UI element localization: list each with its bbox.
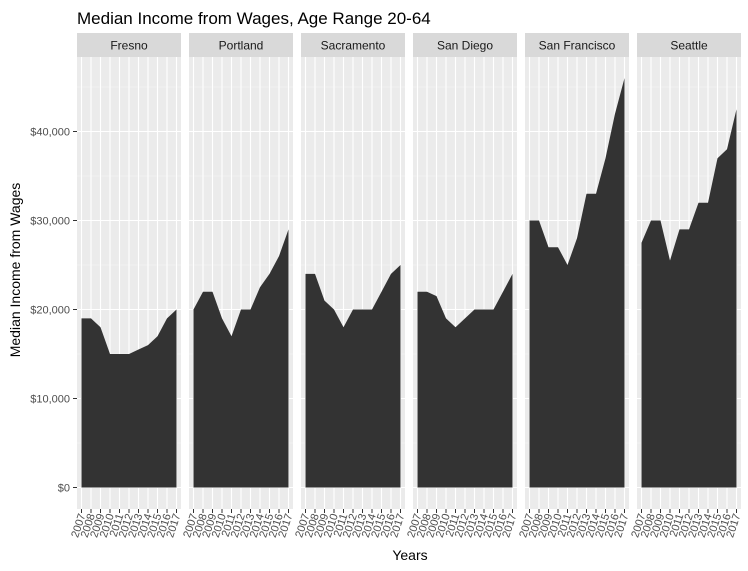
facet-panel: San Francisco200720082009201020112012201…	[517, 33, 631, 539]
facet-strip	[301, 33, 405, 57]
facet-strip-label: Portland	[219, 39, 264, 53]
facet-panel: San Diego2007200820092010201120122013201…	[405, 33, 519, 539]
y-tick-label: $0	[58, 483, 70, 495]
y-tick-label: $40,000	[30, 127, 70, 139]
area-series	[193, 229, 289, 488]
facet-strip	[189, 33, 293, 57]
facet-strip-label: Seattle	[670, 39, 708, 53]
y-axis: $0 $10,000 $20,000 $30,000 $40,000	[30, 127, 77, 495]
facet-strip	[637, 33, 741, 57]
facet-strip	[77, 33, 181, 57]
facet-strip-label: San Diego	[437, 39, 493, 53]
facet-panels: Fresno2007200820092010201120122013201420…	[69, 33, 743, 539]
y-axis-title: Median Income from Wages	[7, 183, 23, 358]
facet-strip	[525, 33, 629, 57]
facet-strip-label: Fresno	[110, 39, 148, 53]
area-series	[641, 109, 737, 488]
area-series	[529, 78, 625, 488]
facet-panel: Seattle200720082009201020112012201320142…	[629, 33, 743, 539]
x-axis-title: Years	[392, 547, 427, 563]
facet-panel: Sacramento200720082009201020112012201320…	[293, 33, 407, 539]
facet-strip	[413, 33, 517, 57]
y-tick-label: $10,000	[30, 394, 70, 406]
area-series	[305, 265, 401, 488]
y-tick-label: $30,000	[30, 216, 70, 228]
facet-strip-label: San Francisco	[539, 39, 616, 53]
area-series	[417, 273, 513, 488]
chart-title: Median Income from Wages, Age Range 20-6…	[77, 9, 431, 28]
y-tick-label: $20,000	[30, 305, 70, 317]
area-series	[81, 309, 177, 488]
facet-panel: Fresno2007200820092010201120122013201420…	[69, 33, 183, 539]
facet-panel: Portland20072008200920102011201220132014…	[181, 33, 295, 539]
facet-strip-label: Sacramento	[321, 39, 386, 53]
